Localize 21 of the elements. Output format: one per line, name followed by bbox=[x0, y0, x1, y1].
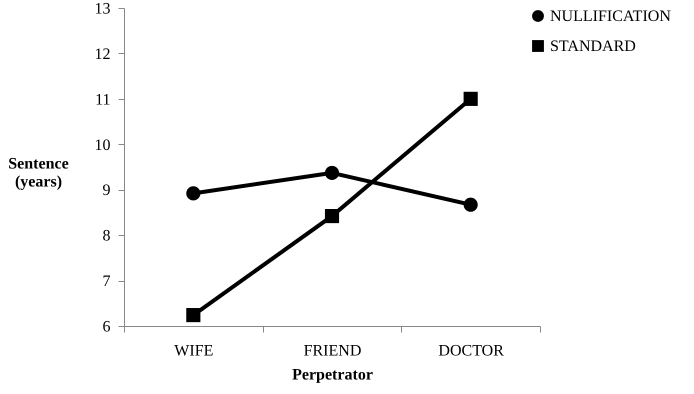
y-tick-label: 6 bbox=[102, 318, 110, 336]
y-tick-label: 11 bbox=[95, 91, 110, 108]
point bbox=[186, 186, 200, 200]
point bbox=[324, 166, 340, 180]
point bbox=[186, 308, 200, 322]
x-tick-label: DOCTOR bbox=[438, 342, 504, 360]
x-tick-label: FRIEND bbox=[304, 342, 362, 360]
x-axis-title: Perpetrator bbox=[292, 366, 373, 384]
y-tick-label: 12 bbox=[94, 46, 110, 63]
x-tick-label: WIFE bbox=[174, 342, 214, 360]
y-axis-title: Sentence (years) bbox=[8, 156, 69, 190]
y-tick-label: 7 bbox=[102, 273, 110, 290]
y-tick-label: 8 bbox=[102, 228, 110, 245]
legend-label: STANDARD bbox=[550, 38, 636, 55]
legend-label: NULLIFICATION bbox=[550, 8, 672, 25]
y-tick-label: 10 bbox=[94, 136, 110, 154]
y-tick-label: 9 bbox=[102, 182, 110, 200]
point bbox=[464, 92, 478, 106]
y-tick-label: 13 bbox=[94, 0, 110, 18]
point bbox=[464, 198, 478, 212]
point bbox=[324, 208, 340, 224]
